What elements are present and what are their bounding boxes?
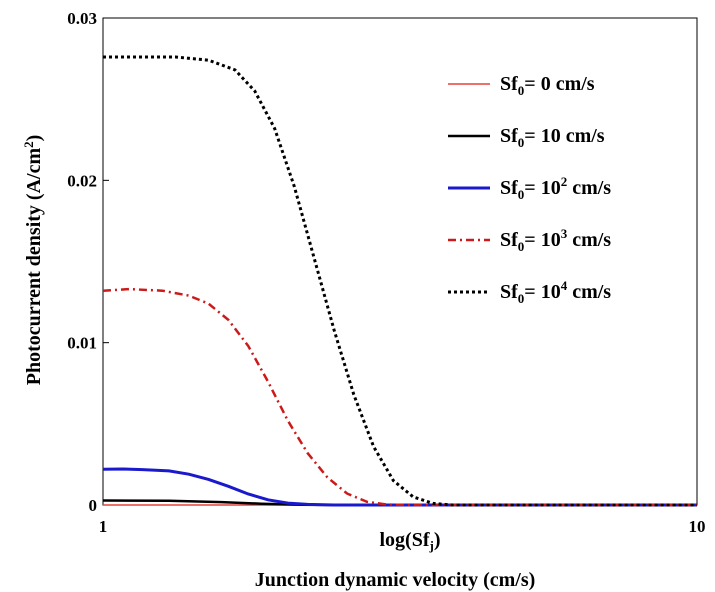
y-tick-label: 0.02 xyxy=(67,171,97,190)
y-tick-label: 0 xyxy=(89,496,98,515)
legend-label-3: Sf0= 102 cm/s xyxy=(500,174,611,202)
y-tick-label: 0.03 xyxy=(67,9,97,28)
series-line-4 xyxy=(102,287,697,507)
legend-label-1: Sf0= 0 cm/s xyxy=(500,73,595,98)
series-line-3 xyxy=(102,467,697,507)
x-axis-label: log(Sfj) xyxy=(379,529,440,553)
legend-label-4: Sf0= 103 cm/s xyxy=(500,226,611,254)
y-tick-label: 0.01 xyxy=(67,334,97,353)
x-axis-title: Junction dynamic velocity (cm/s) xyxy=(255,569,536,591)
y-axis-label: Photocurrent density (A/cm2) xyxy=(21,135,45,386)
x-tick-label: 1 xyxy=(99,517,108,536)
x-tick-label: 10 xyxy=(689,517,706,536)
legend-label-2: Sf0= 10 cm/s xyxy=(500,125,605,150)
plot-frame xyxy=(102,17,698,506)
legend-label-5: Sf0= 104 cm/s xyxy=(500,278,611,306)
